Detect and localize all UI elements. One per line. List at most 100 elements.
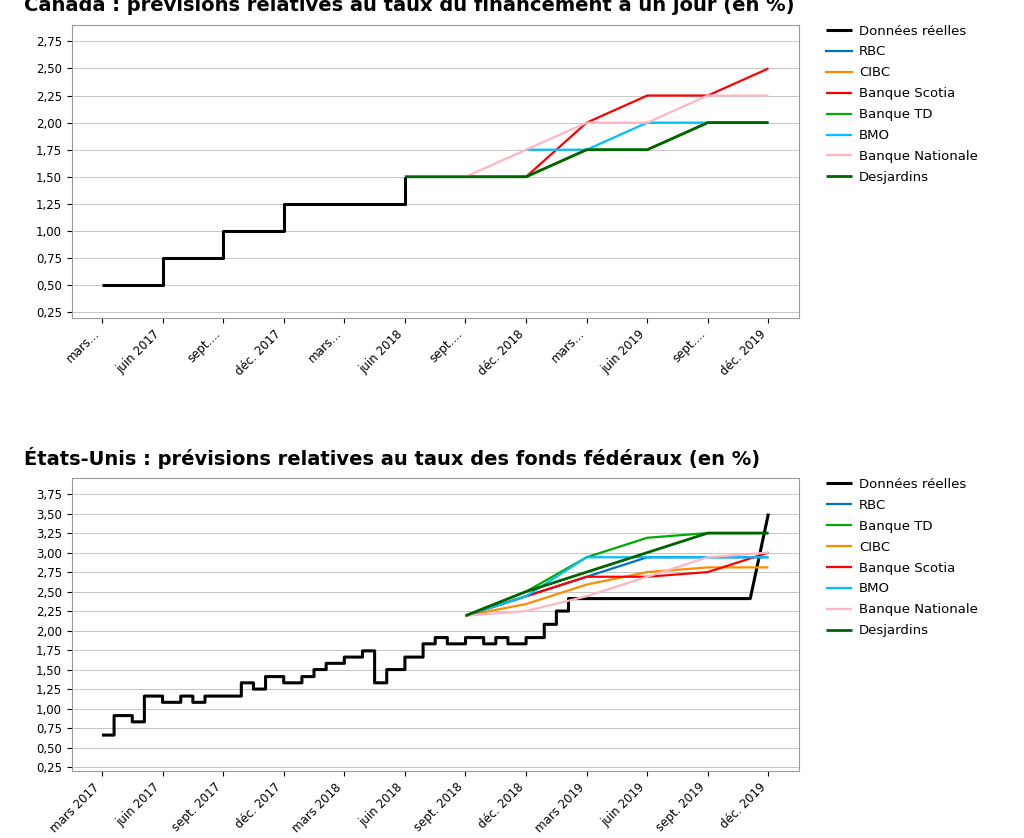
Line: Banque TD: Banque TD: [404, 122, 768, 177]
Banque TD: [762, 117, 774, 127]
Line: Données réelles: Données réelles: [102, 177, 404, 285]
Banque TD: [581, 145, 593, 155]
CIBC: [460, 611, 472, 621]
Données réelles: [96, 730, 109, 740]
Banque Nationale: [520, 145, 532, 155]
Banque Scotia: [520, 592, 532, 602]
BMO: [520, 592, 532, 602]
Line: CIBC: CIBC: [466, 567, 768, 616]
Banque TD: [460, 611, 472, 621]
Banque Nationale: [701, 552, 714, 562]
BMO: [520, 145, 532, 155]
CIBC: [520, 599, 532, 609]
Desjardins: [641, 145, 653, 155]
Desjardins: [641, 547, 653, 557]
BMO: [762, 117, 774, 127]
Banque TD: [520, 172, 532, 182]
Banque TD: [581, 552, 593, 562]
Données réelles: [296, 678, 308, 688]
Données réelles: [398, 172, 411, 182]
Banque Scotia: [701, 567, 714, 577]
Banque Nationale: [460, 611, 472, 621]
Données réelles: [398, 199, 411, 209]
Données réelles: [338, 199, 350, 209]
RBC: [641, 552, 653, 562]
CIBC: [641, 567, 653, 577]
Banque Scotia: [581, 117, 593, 127]
Line: RBC: RBC: [466, 557, 768, 616]
Données réelles: [278, 199, 290, 209]
Line: Banque TD: Banque TD: [466, 533, 768, 616]
Desjardins: [581, 567, 593, 577]
Données réelles: [157, 280, 169, 290]
Line: BMO: BMO: [466, 557, 768, 616]
Données réelles: [108, 711, 120, 721]
Banque Scotia: [460, 611, 472, 621]
Données réelles: [489, 639, 502, 649]
Banque Scotia: [762, 64, 774, 74]
Line: Desjardins: Desjardins: [404, 122, 768, 177]
Banque Nationale: [762, 91, 774, 101]
Desjardins: [762, 117, 774, 127]
Banque Scotia: [581, 572, 593, 582]
Banque Nationale: [520, 606, 532, 616]
BMO: [641, 117, 653, 127]
Desjardins: [398, 172, 411, 182]
Données réelles: [429, 639, 441, 649]
Données réelles: [157, 253, 169, 263]
Banque Scotia: [641, 572, 653, 582]
Banque Nationale: [641, 572, 653, 582]
RBC: [762, 552, 774, 562]
Desjardins: [581, 145, 593, 155]
Données réelles: [217, 226, 229, 236]
CIBC: [762, 562, 774, 572]
Données réelles: [278, 678, 290, 688]
Line: Desjardins: Desjardins: [466, 533, 768, 616]
Banque Nationale: [762, 547, 774, 557]
RBC: [701, 552, 714, 562]
Banque TD: [460, 172, 472, 182]
Line: Banque Nationale: Banque Nationale: [466, 96, 768, 177]
Banque TD: [520, 587, 532, 597]
Legend: Données réelles, RBC, Banque TD, CIBC, Banque Scotia, BMO, Banque Nationale, Des: Données réelles, RBC, Banque TD, CIBC, B…: [820, 473, 983, 643]
BMO: [701, 117, 714, 127]
Banque Nationale: [641, 117, 653, 127]
BMO: [701, 552, 714, 562]
Banque Scotia: [762, 547, 774, 557]
CIBC: [581, 580, 593, 590]
Banque Nationale: [581, 592, 593, 602]
Banque TD: [641, 145, 653, 155]
Banque TD: [762, 528, 774, 538]
Desjardins: [701, 528, 714, 538]
RBC: [460, 611, 472, 621]
Desjardins: [520, 172, 532, 182]
Banque Nationale: [701, 91, 714, 101]
Text: États-Unis : prévisions relatives au taux des fonds fédéraux (en %): États-Unis : prévisions relatives au tau…: [25, 447, 761, 468]
Données réelles: [278, 226, 290, 236]
Text: Canada : prévisions relatives au taux du financement à un jour (en %): Canada : prévisions relatives au taux du…: [25, 0, 795, 15]
Données réelles: [720, 593, 732, 603]
Line: Données réelles: Données réelles: [102, 514, 768, 735]
BMO: [460, 611, 472, 621]
Banque Scotia: [641, 91, 653, 101]
Banque Scotia: [701, 91, 714, 101]
Banque TD: [641, 533, 653, 543]
BMO: [641, 552, 653, 562]
Banque Scotia: [460, 172, 472, 182]
Desjardins: [460, 611, 472, 621]
Données réelles: [96, 280, 109, 290]
Données réelles: [338, 199, 350, 209]
RBC: [520, 592, 532, 602]
Données réelles: [762, 509, 774, 519]
BMO: [581, 145, 593, 155]
Banque Nationale: [581, 117, 593, 127]
Line: Banque Scotia: Banque Scotia: [466, 552, 768, 616]
Desjardins: [460, 172, 472, 182]
BMO: [762, 552, 774, 562]
Desjardins: [701, 117, 714, 127]
Banque Scotia: [520, 172, 532, 182]
CIBC: [701, 562, 714, 572]
RBC: [581, 572, 593, 582]
Banque TD: [701, 528, 714, 538]
BMO: [581, 552, 593, 562]
